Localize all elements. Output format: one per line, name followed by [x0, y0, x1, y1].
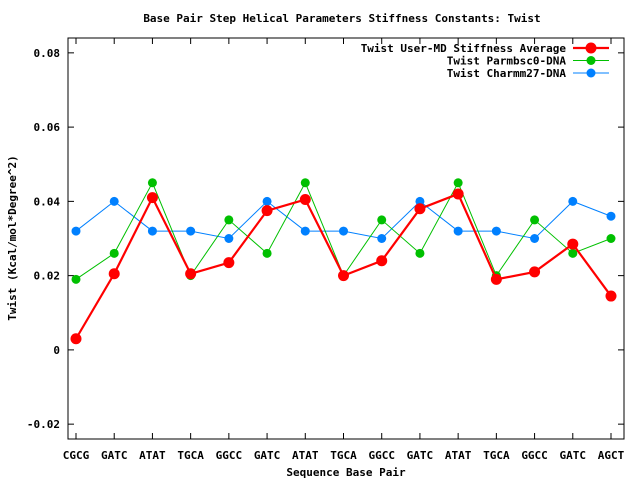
data-point — [568, 248, 578, 258]
x-tick-label: ATAT — [292, 449, 319, 462]
y-axis-label: Twist (Kcal/mol*Degree^2) — [6, 155, 19, 321]
x-tick-label: GATC — [254, 449, 281, 462]
y-tick-label: 0 — [53, 344, 60, 357]
x-tick-label: GGCC — [368, 449, 395, 462]
data-point — [147, 178, 157, 188]
x-tick-label: CGCG — [63, 449, 90, 462]
data-point — [605, 290, 617, 302]
data-point — [567, 238, 579, 250]
series-1 — [70, 188, 617, 345]
data-point — [338, 270, 349, 282]
x-tick-label: ATAT — [139, 449, 166, 462]
data-point — [530, 215, 540, 225]
data-point — [224, 234, 234, 243]
legend-label: Twist User-MD Stiffness Average — [361, 42, 567, 55]
data-point — [147, 226, 157, 236]
data-point — [568, 196, 578, 206]
x-tick-label: GGCC — [216, 449, 243, 462]
legend-swatch-point — [586, 68, 596, 78]
legend-label: Twist Parmbsc0-DNA — [447, 55, 567, 68]
data-point — [261, 205, 273, 217]
x-tick-label: GATC — [407, 449, 434, 462]
x-axis: CGCG GATC ATAT TGCA GGCC GATC ATAT TGCA GGCC GATC… — [63, 38, 625, 462]
data-point — [185, 268, 197, 280]
data-point — [453, 178, 463, 188]
series-line — [75, 192, 612, 340]
data-point — [415, 248, 425, 258]
data-point — [339, 226, 348, 236]
data-point — [262, 248, 272, 258]
data-point — [186, 226, 196, 236]
data-point — [414, 203, 426, 215]
x-tick-label: AGCT — [598, 449, 625, 462]
data-point — [452, 188, 464, 200]
data-point — [71, 226, 81, 236]
data-point — [453, 226, 463, 236]
data-point — [109, 248, 119, 258]
data-point — [223, 257, 235, 269]
data-point — [491, 226, 501, 236]
data-point — [109, 196, 119, 206]
legend-swatch-point — [586, 56, 596, 65]
data-point — [224, 215, 234, 225]
data-point — [490, 273, 502, 285]
x-tick-label: TGCA — [330, 449, 357, 462]
y-tick-label: 0.08 — [34, 47, 61, 60]
data-point — [415, 196, 425, 206]
chart-title: Base Pair Step Helical Parameters Stiffn… — [143, 12, 540, 25]
x-tick-label: GGCC — [521, 449, 548, 462]
x-tick-label: GATC — [101, 449, 128, 462]
data-point — [71, 274, 81, 284]
y-tick-label: 0.06 — [34, 121, 61, 134]
data-point — [262, 196, 272, 206]
x-tick-label: TGCA — [483, 449, 510, 462]
data-point — [108, 268, 120, 280]
x-tick-label: ATAT — [445, 449, 472, 462]
data-point — [300, 226, 310, 236]
data-point — [376, 255, 388, 267]
y-tick-label: 0.04 — [34, 195, 61, 208]
data-point — [300, 178, 310, 188]
data-point — [606, 234, 616, 243]
y-tick-label: 0.02 — [34, 270, 61, 283]
legend-swatch-point — [585, 42, 597, 54]
plot-area — [67, 37, 625, 440]
legend-label: Twist Charmm27-DNA — [447, 67, 567, 80]
data-point — [70, 333, 82, 345]
data-point — [146, 192, 158, 204]
series-layer — [70, 178, 617, 345]
x-tick-label: TGCA — [177, 449, 204, 462]
data-point — [606, 211, 616, 221]
data-point — [529, 266, 541, 278]
data-point — [377, 234, 387, 243]
y-tick-label: -0.02 — [27, 418, 60, 431]
x-axis-label: Sequence Base Pair — [286, 466, 406, 479]
data-point — [299, 194, 311, 206]
data-point — [377, 215, 387, 225]
data-point — [530, 234, 540, 243]
x-tick-label: GATC — [560, 449, 587, 462]
y-axis: -0.02 0 0.02 0.04 0.06 0.08 — [27, 47, 624, 431]
series-3 — [71, 196, 616, 243]
